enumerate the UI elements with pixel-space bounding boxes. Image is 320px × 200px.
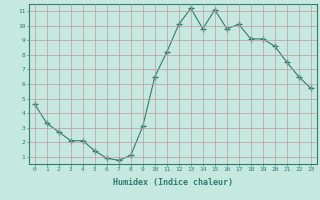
X-axis label: Humidex (Indice chaleur): Humidex (Indice chaleur) bbox=[113, 178, 233, 187]
